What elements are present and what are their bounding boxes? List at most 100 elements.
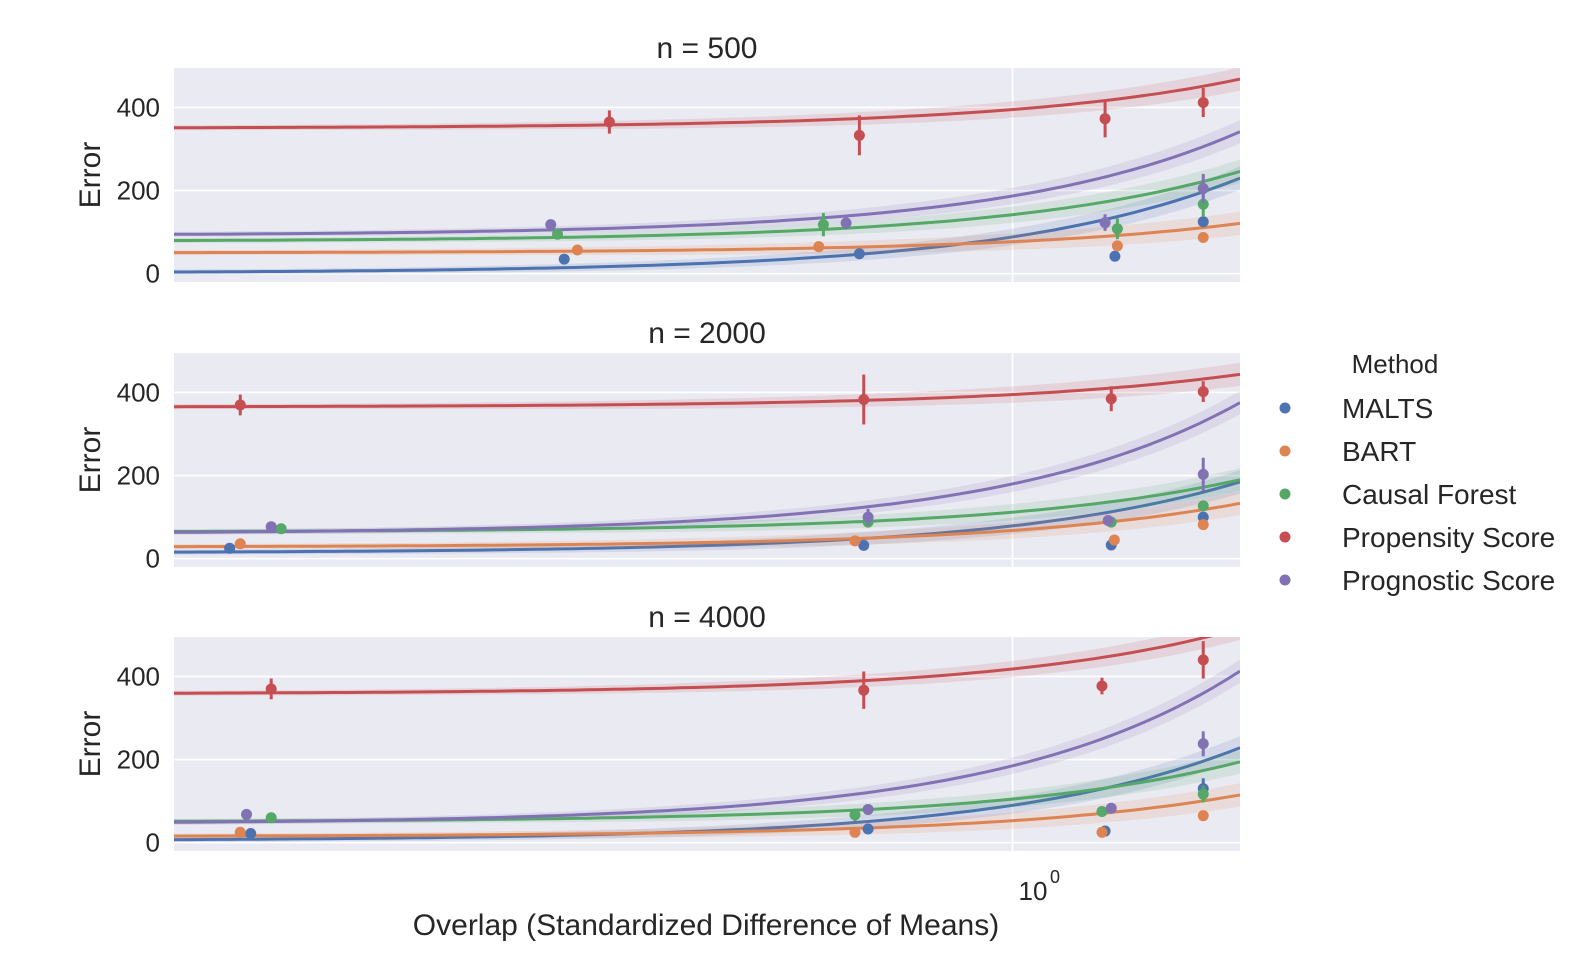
point-prognostic-score xyxy=(265,521,277,533)
legend-item-malts: MALTS xyxy=(1279,393,1433,424)
fit-band-bart xyxy=(174,783,1240,839)
point-propensity-score xyxy=(603,116,615,128)
point-prognostic-score xyxy=(1197,468,1209,480)
point-propensity-score xyxy=(1197,96,1209,108)
x-tick-exponent: 0 xyxy=(1050,867,1060,887)
x-axis-label: Overlap (Standardized Difference of Mean… xyxy=(413,909,999,942)
x-tick-10-0: 10 0 xyxy=(1019,867,1060,906)
y-axis-label: Error xyxy=(74,142,107,209)
fit-line-prognostic-score xyxy=(174,401,1240,534)
legend-label: MALTS xyxy=(1342,393,1433,424)
fit-line-propensity-score xyxy=(174,637,1214,695)
fit-band-bart xyxy=(174,491,1240,550)
legend-title: Method xyxy=(1352,349,1439,379)
point-propensity-score xyxy=(234,399,246,411)
y-tick-label: 200 xyxy=(117,461,160,491)
fit-band-prognostic-score xyxy=(174,391,1240,535)
legend-item-causal-forest: Causal Forest xyxy=(1279,479,1517,510)
point-prognostic-score xyxy=(1099,217,1111,229)
panel-1: n = 500 0 200 400 Error xyxy=(74,32,1240,289)
point-prognostic-score xyxy=(241,808,253,820)
x-tick-base: 10 xyxy=(1019,876,1048,906)
point-causal-forest xyxy=(1197,788,1209,800)
point-bart xyxy=(813,241,825,253)
point-prognostic-score xyxy=(1197,738,1209,750)
fit-line-bart xyxy=(174,793,1240,838)
point-prognostic-score xyxy=(862,511,874,523)
fit-band-causal-forest xyxy=(174,159,1240,243)
plot-content xyxy=(174,68,1240,275)
panel-title: n = 2000 xyxy=(648,317,766,350)
legend-marker xyxy=(1279,531,1291,543)
legend-label: Prognostic Score xyxy=(1342,565,1555,596)
point-prognostic-score xyxy=(840,217,852,229)
legend-item-prognostic-score: Prognostic Score xyxy=(1279,565,1555,596)
plot-content xyxy=(174,637,1240,843)
legend-label: Propensity Score xyxy=(1342,522,1555,553)
legend-item-bart: BART xyxy=(1279,436,1416,467)
point-bart xyxy=(571,244,583,256)
fit-line-prognostic-score xyxy=(174,130,1240,236)
point-causal-forest xyxy=(275,523,287,535)
fit-line-bart xyxy=(174,221,1240,255)
point-propensity-score xyxy=(1105,393,1117,405)
point-malts xyxy=(1197,216,1209,228)
point-causal-forest xyxy=(552,228,564,240)
fit-band-causal-forest xyxy=(174,750,1240,824)
point-bart xyxy=(1096,826,1108,838)
point-causal-forest xyxy=(265,812,277,824)
point-propensity-score xyxy=(1096,680,1108,692)
fit-line-causal-forest xyxy=(174,169,1240,242)
panel-title: n = 500 xyxy=(657,32,758,65)
point-malts xyxy=(858,539,870,551)
point-bart xyxy=(1197,232,1209,244)
point-causal-forest xyxy=(1197,500,1209,512)
point-malts xyxy=(862,823,874,835)
fit-line-prognostic-score xyxy=(174,669,1240,824)
point-propensity-score xyxy=(858,684,870,696)
point-malts xyxy=(245,828,257,840)
point-bart xyxy=(1111,240,1123,252)
point-bart xyxy=(1108,534,1120,546)
legend-marker xyxy=(1279,488,1291,500)
point-malts xyxy=(853,248,865,260)
legend: Method MALTS BART Causal Forest Propensity … xyxy=(1279,349,1555,596)
y-tick-label: 200 xyxy=(117,745,160,775)
point-bart xyxy=(849,826,861,838)
y-tick-label: 200 xyxy=(117,176,160,206)
point-propensity-score xyxy=(265,683,277,695)
point-causal-forest xyxy=(1096,806,1108,818)
point-malts xyxy=(224,542,236,554)
y-tick-label: 0 xyxy=(146,544,160,574)
point-bart xyxy=(234,826,246,838)
fit-line-malts xyxy=(174,480,1240,554)
y-axis-label: Error xyxy=(74,711,107,778)
point-causal-forest xyxy=(1111,223,1123,235)
y-axis-label: Error xyxy=(74,427,107,494)
y-tick-label: 400 xyxy=(117,92,160,122)
fit-band-propensity-score xyxy=(174,68,1240,131)
legend-marker xyxy=(1279,574,1291,586)
point-bart xyxy=(1197,519,1209,531)
fit-band-malts xyxy=(174,736,1240,843)
y-tick-label: 400 xyxy=(117,661,160,691)
y-tick-label: 0 xyxy=(146,828,160,858)
y-tick-label: 0 xyxy=(146,259,160,289)
point-prognostic-score xyxy=(545,219,557,231)
panel-title: n = 4000 xyxy=(648,601,766,634)
y-tick-label: 400 xyxy=(117,377,160,407)
fit-line-propensity-score xyxy=(174,77,1240,130)
fit-line-propensity-score xyxy=(174,372,1240,409)
fit-line-malts xyxy=(174,176,1240,274)
point-propensity-score xyxy=(858,394,870,406)
point-prognostic-score xyxy=(1102,514,1114,526)
legend-item-propensity-score: Propensity Score xyxy=(1279,522,1555,553)
point-malts xyxy=(558,253,570,265)
legend-label: Causal Forest xyxy=(1342,479,1517,510)
fit-band-causal-forest xyxy=(174,468,1240,534)
legend-marker xyxy=(1279,445,1291,457)
point-causal-forest xyxy=(817,219,829,231)
point-prognostic-score xyxy=(1197,183,1209,195)
